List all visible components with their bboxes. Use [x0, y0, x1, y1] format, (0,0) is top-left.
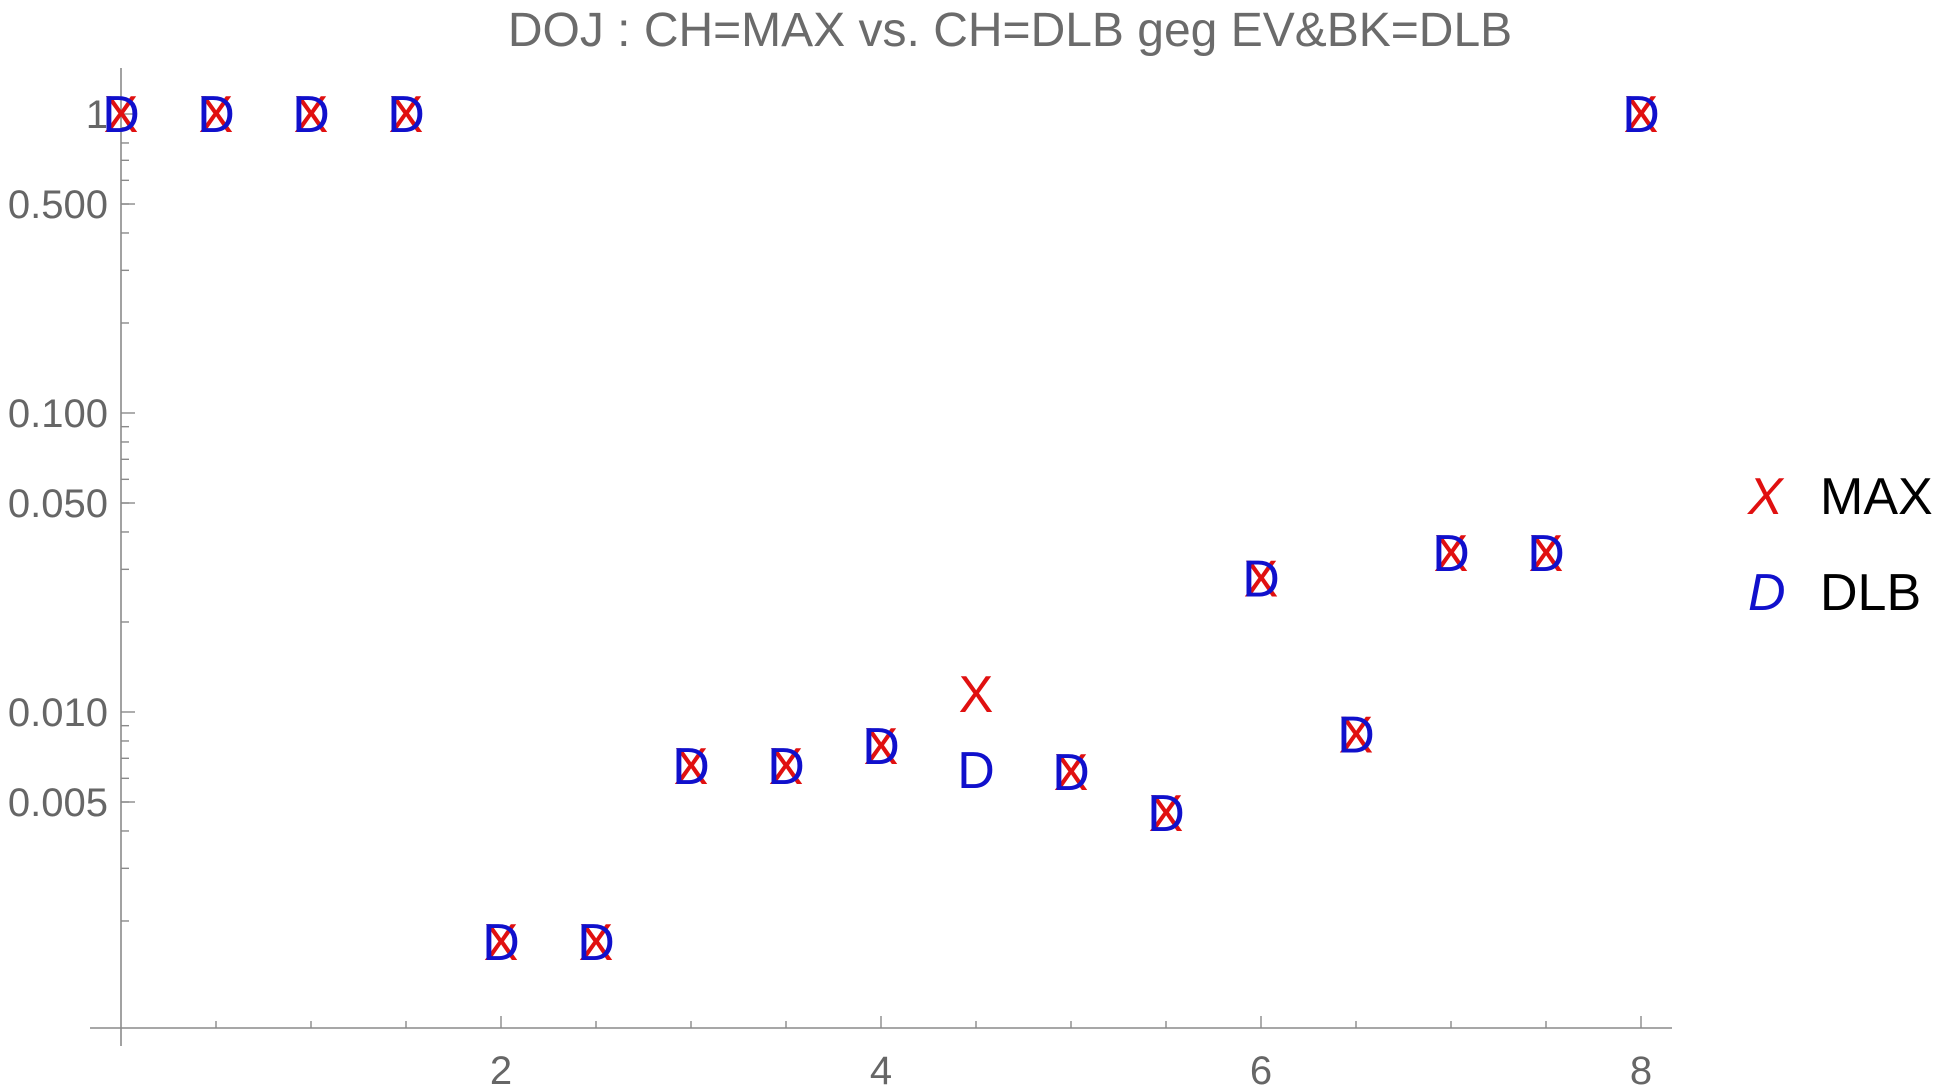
data-point-max: X [1054, 744, 1089, 802]
legend-marker-dlb: D [1748, 564, 1786, 622]
legend: X MAX D DLB [1747, 468, 1933, 622]
data-point-dlb: D [197, 86, 235, 144]
chart-title: DOJ : CH=MAX vs. CH=DLB geg EV&BK=DLB [508, 4, 1512, 57]
data-point-max: X [579, 914, 614, 972]
y-tick-label: 0.500 [8, 183, 108, 227]
data-point-max: X [1339, 707, 1374, 765]
legend-item-max: X MAX [1747, 468, 1933, 526]
data-point-max: X [1529, 525, 1564, 583]
x-tick-label: 6 [1250, 1049, 1272, 1089]
y-tick-label: 1 [86, 93, 108, 137]
y-tick-label: 0.005 [8, 781, 108, 825]
axes: 2 4 6 8 0.005 0.010 0.050 0.100 0.500 1 [8, 68, 1672, 1089]
series-max: X X X X X X X X X X X X X X X X X [104, 86, 1659, 972]
data-point-dlb: D [1622, 86, 1660, 144]
data-point-max: X [864, 718, 899, 776]
data-point-dlb: D [482, 914, 520, 972]
data-point-max: X [389, 86, 424, 144]
legend-label-dlb: DLB [1820, 564, 1921, 622]
data-point-dlb: D [1337, 707, 1375, 765]
data-point-dlb: D [1527, 525, 1565, 583]
data-point-max: X [1149, 785, 1184, 843]
data-point-dlb: D [1052, 744, 1090, 802]
data-point-max: X [104, 86, 139, 144]
x-tick-label: 8 [1630, 1049, 1652, 1089]
y-tick-label: 0.010 [8, 691, 108, 735]
data-point-dlb: D [1242, 550, 1280, 608]
data-point-dlb: D [387, 86, 425, 144]
data-point-max: X [1624, 86, 1659, 144]
x-tick-label: 4 [870, 1049, 892, 1089]
legend-label-max: MAX [1820, 468, 1933, 526]
data-point-dlb: D [577, 914, 615, 972]
y-tick-label: 0.050 [8, 482, 108, 526]
y-tick-label: 0.100 [8, 392, 108, 436]
data-point-max: X [1244, 550, 1279, 608]
data-point-max: X [199, 86, 234, 144]
legend-item-dlb: D DLB [1748, 564, 1921, 622]
data-point-max: X [1434, 525, 1469, 583]
data-point-dlb: D [767, 738, 805, 796]
data-point-dlb: D [672, 738, 710, 796]
data-point-max: X [959, 666, 994, 724]
data-point-dlb: D [957, 742, 995, 800]
data-point-max: X [769, 738, 804, 796]
data-point-max: X [294, 86, 329, 144]
data-point-max: X [484, 914, 519, 972]
data-point-dlb: D [1147, 785, 1185, 843]
data-point-dlb: D [292, 86, 330, 144]
x-tick-label: 2 [490, 1049, 512, 1089]
data-point-dlb: D [862, 718, 900, 776]
data-point-dlb: D [102, 86, 140, 144]
legend-marker-max: X [1747, 468, 1785, 526]
data-point-dlb: D [1432, 525, 1470, 583]
data-point-max: X [674, 738, 709, 796]
